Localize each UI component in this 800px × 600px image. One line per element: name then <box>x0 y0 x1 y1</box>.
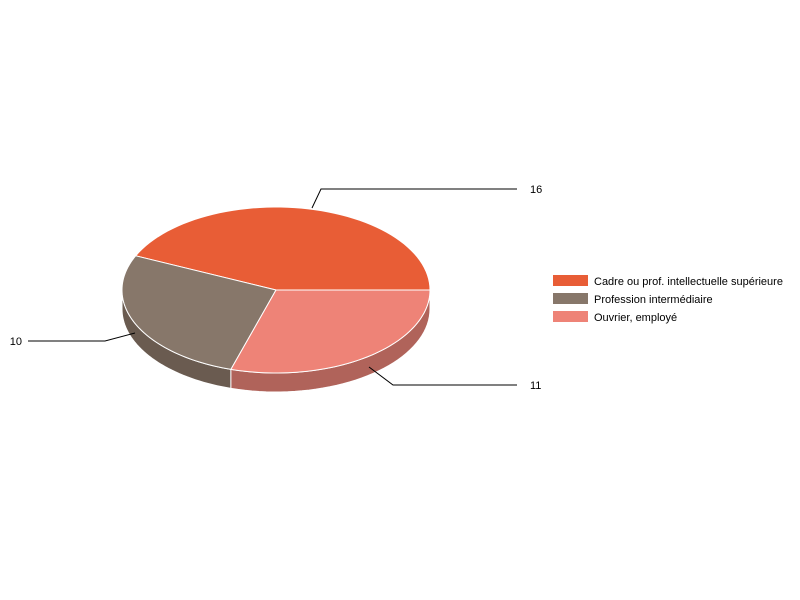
leader-line-1 <box>28 332 136 342</box>
legend-label-2: Ouvrier, employé <box>594 312 677 324</box>
legend-label-0: Cadre ou prof. intellectuelle supérieure <box>594 276 783 288</box>
pie-slice-0 <box>134 206 431 291</box>
data-label-1: 10 <box>10 336 22 348</box>
legend-swatch-1 <box>553 293 588 304</box>
data-label-2: 11 <box>530 380 541 392</box>
leader-line-0 <box>311 188 517 209</box>
legend-swatch-0 <box>553 275 588 286</box>
legend-label-1: Profession intermédiaire <box>594 294 713 306</box>
pie-slice-1 <box>121 255 277 370</box>
leader-line-2 <box>368 366 517 386</box>
pie-slice-2 <box>230 289 431 374</box>
legend-swatch-2 <box>553 311 588 322</box>
data-label-0: 16 <box>530 184 542 196</box>
